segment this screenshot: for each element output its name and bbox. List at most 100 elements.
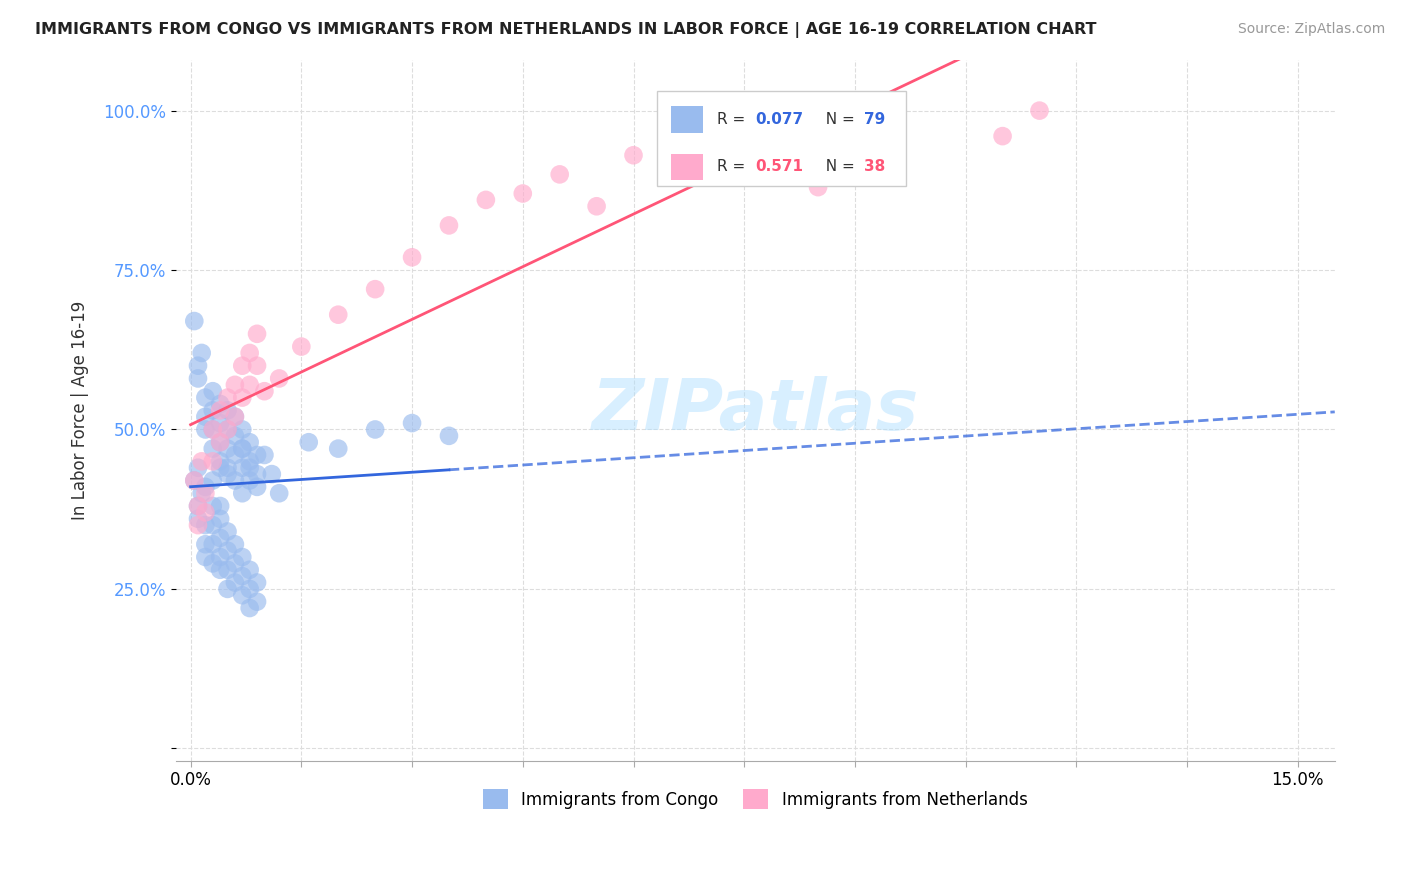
Point [209, 397, 232, 411]
Point [209, 531, 232, 545]
Point [209, 454, 232, 468]
Point [246, 480, 269, 494]
Point [187, 499, 209, 513]
Point [328, 308, 350, 322]
Point [224, 557, 246, 571]
Point [217, 403, 239, 417]
Point [194, 549, 217, 564]
Point [194, 391, 217, 405]
Point [224, 409, 246, 424]
Point [239, 563, 262, 577]
Text: Source: ZipAtlas.com: Source: ZipAtlas.com [1237, 22, 1385, 37]
Point [217, 563, 239, 577]
Point [253, 384, 276, 399]
Point [224, 575, 246, 590]
Point [209, 460, 232, 475]
Legend: Immigrants from Congo, Immigrants from Netherlands: Immigrants from Congo, Immigrants from N… [477, 782, 1035, 816]
Point [209, 403, 232, 417]
Point [187, 359, 209, 373]
Text: 0.077: 0.077 [755, 112, 803, 127]
Point [187, 371, 209, 385]
Point [217, 467, 239, 482]
Point [194, 422, 217, 436]
Point [364, 422, 387, 436]
Point [290, 340, 312, 354]
Point [187, 499, 209, 513]
Point [246, 448, 269, 462]
Point [246, 467, 269, 482]
Point [209, 416, 232, 430]
Point [201, 442, 224, 456]
Point [201, 557, 224, 571]
Point [217, 442, 239, 456]
Point [224, 409, 246, 424]
Point [328, 442, 350, 456]
Point [201, 384, 224, 399]
Point [246, 326, 269, 341]
Point [991, 129, 1014, 144]
Point [187, 518, 209, 533]
Point [201, 403, 224, 417]
Point [190, 486, 212, 500]
Point [231, 549, 253, 564]
Point [298, 435, 321, 450]
Point [696, 129, 718, 144]
Point [187, 460, 209, 475]
Point [217, 582, 239, 596]
Point [231, 588, 253, 602]
Point [239, 454, 262, 468]
Point [194, 537, 217, 551]
Point [217, 422, 239, 436]
Point [231, 391, 253, 405]
Text: 79: 79 [865, 112, 886, 127]
Point [231, 442, 253, 456]
Text: ZIPatlas: ZIPatlas [592, 376, 920, 445]
Point [194, 480, 217, 494]
Point [201, 422, 224, 436]
Point [246, 594, 269, 608]
FancyBboxPatch shape [671, 153, 703, 180]
Y-axis label: In Labor Force | Age 16-19: In Labor Force | Age 16-19 [72, 301, 89, 520]
Point [260, 467, 283, 482]
Point [548, 168, 571, 182]
Text: 38: 38 [865, 160, 886, 175]
Point [201, 454, 224, 468]
Point [224, 429, 246, 443]
Point [880, 103, 903, 118]
Point [194, 518, 217, 533]
Point [239, 474, 262, 488]
Point [217, 543, 239, 558]
Point [231, 442, 253, 456]
Point [231, 460, 253, 475]
Text: R =: R = [717, 112, 751, 127]
Point [239, 377, 262, 392]
Point [269, 371, 291, 385]
Point [190, 454, 212, 468]
Point [475, 193, 498, 207]
Text: R =: R = [717, 160, 751, 175]
Point [217, 422, 239, 436]
Point [209, 499, 232, 513]
Point [231, 486, 253, 500]
Text: N =: N = [815, 112, 859, 127]
Point [623, 148, 645, 162]
Point [231, 569, 253, 583]
Point [209, 435, 232, 450]
Point [239, 346, 262, 360]
Point [201, 518, 224, 533]
Point [209, 549, 232, 564]
FancyBboxPatch shape [671, 106, 703, 133]
Point [194, 505, 217, 519]
Point [217, 460, 239, 475]
Point [364, 282, 387, 296]
Point [183, 474, 205, 488]
Point [217, 524, 239, 539]
Point [659, 154, 682, 169]
Point [246, 359, 269, 373]
Point [239, 582, 262, 596]
Point [231, 422, 253, 436]
Text: IMMIGRANTS FROM CONGO VS IMMIGRANTS FROM NETHERLANDS IN LABOR FORCE | AGE 16-19 : IMMIGRANTS FROM CONGO VS IMMIGRANTS FROM… [35, 22, 1097, 38]
Text: 0.571: 0.571 [755, 160, 803, 175]
Point [183, 314, 205, 328]
Point [437, 219, 460, 233]
